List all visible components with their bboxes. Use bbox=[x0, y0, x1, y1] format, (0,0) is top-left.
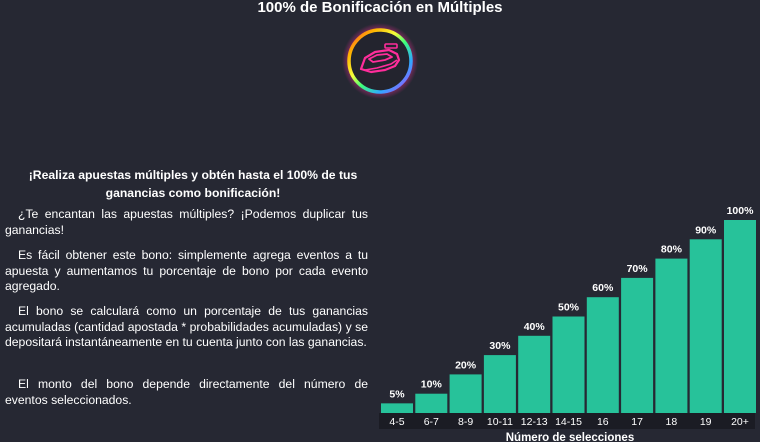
bar-6-7 bbox=[415, 393, 448, 413]
category-label-4-5: 4-5 bbox=[389, 416, 404, 428]
bar-19 bbox=[689, 239, 722, 413]
paragraph-how-to: Es fácil obtener este bono: simplemente … bbox=[5, 248, 368, 293]
category-label-19: 19 bbox=[700, 416, 712, 428]
bar-10-11 bbox=[483, 355, 516, 413]
category-label-14-15: 14-15 bbox=[555, 416, 582, 428]
x-axis-title: Número de selecciones bbox=[506, 432, 634, 442]
paragraph-intro: ¿Te encantan las apuestas múltiples? ¡Po… bbox=[5, 207, 368, 237]
bar-8-9 bbox=[449, 374, 482, 413]
category-label-20+: 20+ bbox=[731, 416, 749, 428]
bar-18 bbox=[655, 258, 688, 413]
category-label-18: 18 bbox=[666, 416, 678, 428]
value-label-17: 70% bbox=[627, 263, 649, 275]
paragraph-calculation: El bono se calculará como un porcentaje … bbox=[5, 304, 368, 349]
value-label-6-7: 10% bbox=[421, 379, 443, 391]
value-label-14-15: 50% bbox=[558, 302, 580, 314]
category-label-16: 16 bbox=[597, 416, 609, 428]
bar-16 bbox=[586, 297, 619, 413]
category-label-12-13: 12-13 bbox=[521, 416, 548, 428]
bar-17 bbox=[621, 277, 654, 413]
category-label-8-9: 8-9 bbox=[458, 416, 473, 428]
value-label-18: 80% bbox=[661, 244, 683, 256]
promo-heading: ¡Realiza apuestas múltiples y obtén hast… bbox=[28, 168, 358, 200]
x-axis-strip bbox=[379, 413, 755, 429]
bar-14-15 bbox=[552, 316, 585, 413]
racing-car-icon bbox=[342, 23, 418, 99]
category-label-10-11: 10-11 bbox=[487, 416, 513, 428]
value-label-19: 90% bbox=[695, 224, 717, 236]
value-label-16: 60% bbox=[592, 282, 614, 294]
category-label-17: 17 bbox=[631, 416, 643, 428]
value-label-20+: 100% bbox=[727, 205, 755, 217]
bar-12-13 bbox=[518, 335, 551, 413]
value-label-12-13: 40% bbox=[524, 321, 546, 333]
value-label-8-9: 20% bbox=[455, 359, 477, 371]
value-label-4-5: 5% bbox=[389, 388, 405, 400]
bonus-bar-chart: 5% 4-5 10% 6-7 20% 8-9 30% 10-11 40% 12-13 50% 14-1… bbox=[379, 205, 756, 442]
bar-20+ bbox=[724, 220, 756, 413]
page-title: 100% de Bonificación en Múltiples bbox=[257, 0, 503, 16]
bar-4-5 bbox=[381, 403, 413, 413]
category-label-6-7: 6-7 bbox=[424, 416, 439, 428]
paragraph-amount: El monto del bono depende directamente d… bbox=[5, 377, 368, 407]
value-label-10-11: 30% bbox=[489, 340, 511, 352]
